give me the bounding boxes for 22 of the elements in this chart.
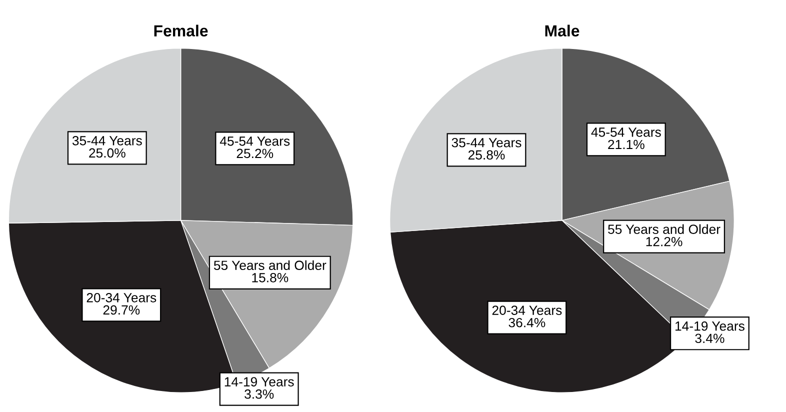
data-label: 12.2% <box>646 236 682 246</box>
slice-label: 45-54 Years <box>591 128 661 137</box>
slice-label: 20-34 Years <box>492 306 562 315</box>
slice-label: 14-19 Years <box>224 377 294 386</box>
data-label: 29.7% <box>103 305 140 315</box>
data-label: 3.4% <box>695 334 724 344</box>
slice-label: 45-54 Years <box>220 136 290 146</box>
slice-label: 35-44 Years <box>72 136 142 146</box>
data-label: 25.0% <box>89 148 126 158</box>
slice-label: 35-44 Years <box>452 138 522 148</box>
data-label: 21.1% <box>608 140 644 150</box>
data-label: 36.4% <box>508 318 546 328</box>
slice-label: 55 Years and Older <box>214 260 326 270</box>
chart-title: Female <box>154 24 208 36</box>
slice-label: 20-34 Years <box>86 292 156 302</box>
slice-label: 55 Years and Older <box>608 224 720 234</box>
data-label: 25.2% <box>236 148 274 158</box>
data-label: 15.8% <box>252 272 288 282</box>
data-label: 25.8% <box>468 150 505 160</box>
slice-label: 14-19 Years <box>675 321 744 331</box>
chart-title: Male <box>545 24 580 36</box>
data-label: 3.3% <box>244 389 274 399</box>
